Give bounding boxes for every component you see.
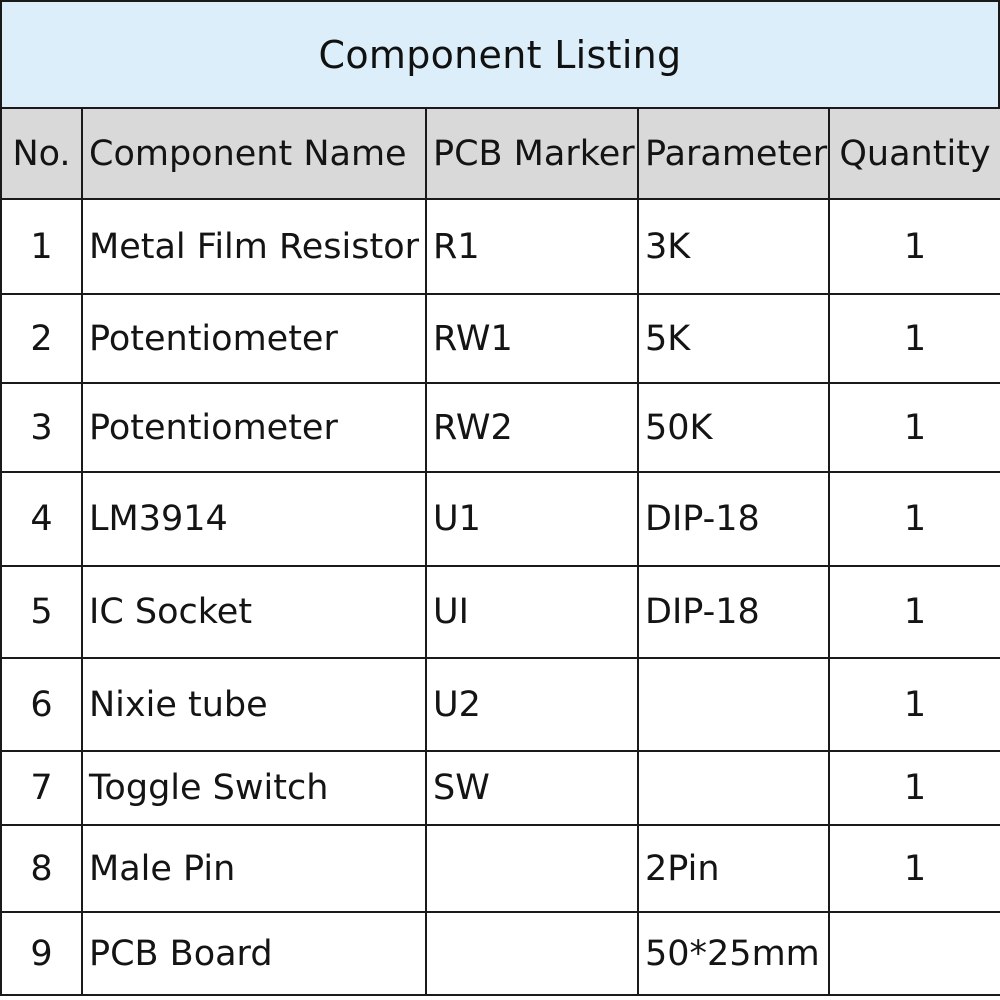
cell-quantity <box>828 911 1000 996</box>
cell-component-name: Male Pin <box>81 824 427 913</box>
cell-pcb-marker <box>425 824 639 913</box>
table-row: 9 PCB Board 50*25mm <box>0 911 1000 996</box>
cell-no: 3 <box>0 382 83 473</box>
cell-parameter: 5K <box>637 293 830 384</box>
column-header-parameter: Parameter <box>637 107 830 200</box>
cell-pcb-marker <box>425 911 639 996</box>
cell-quantity: 1 <box>828 824 1000 913</box>
cell-quantity: 1 <box>828 198 1000 295</box>
cell-no: 9 <box>0 911 83 996</box>
cell-parameter: DIP-18 <box>637 471 830 567</box>
column-header-quantity: Quantity <box>828 107 1000 200</box>
cell-pcb-marker: SW <box>425 750 639 826</box>
cell-no: 8 <box>0 824 83 913</box>
column-header-no: No. <box>0 107 83 200</box>
table-row: 6 Nixie tube U2 1 <box>0 657 1000 752</box>
cell-component-name: Nixie tube <box>81 657 427 752</box>
cell-parameter <box>637 657 830 752</box>
cell-parameter: 50K <box>637 382 830 473</box>
cell-component-name: IC Socket <box>81 565 427 659</box>
cell-component-name: Toggle Switch <box>81 750 427 826</box>
cell-component-name: PCB Board <box>81 911 427 996</box>
cell-component-name: Potentiometer <box>81 382 427 473</box>
cell-pcb-marker: U2 <box>425 657 639 752</box>
cell-component-name: Metal Film Resistor <box>81 198 427 295</box>
cell-quantity: 1 <box>828 657 1000 752</box>
table-row: 5 IC Socket UI DIP-18 1 <box>0 565 1000 659</box>
cell-no: 5 <box>0 565 83 659</box>
cell-pcb-marker: R1 <box>425 198 639 295</box>
column-header-pcb-marker: PCB Marker <box>425 107 639 200</box>
cell-parameter: DIP-18 <box>637 565 830 659</box>
cell-component-name: LM3914 <box>81 471 427 567</box>
cell-no: 6 <box>0 657 83 752</box>
cell-no: 4 <box>0 471 83 567</box>
cell-parameter: 3K <box>637 198 830 295</box>
table-row: 7 Toggle Switch SW 1 <box>0 750 1000 826</box>
cell-no: 1 <box>0 198 83 295</box>
cell-quantity: 1 <box>828 382 1000 473</box>
component-table: No. Component Name PCB Marker Parameter … <box>0 107 1000 996</box>
cell-quantity: 1 <box>828 750 1000 826</box>
table-row: 3 Potentiometer RW2 50K 1 <box>0 382 1000 473</box>
table-row: 1 Metal Film Resistor R1 3K 1 <box>0 198 1000 295</box>
table-row: 8 Male Pin 2Pin 1 <box>0 824 1000 913</box>
cell-pcb-marker: RW1 <box>425 293 639 384</box>
table-row: 2 Potentiometer RW1 5K 1 <box>0 293 1000 384</box>
cell-parameter: 50*25mm <box>637 911 830 996</box>
cell-parameter <box>637 750 830 826</box>
cell-pcb-marker: U1 <box>425 471 639 567</box>
column-header-component-name: Component Name <box>81 107 427 200</box>
table-title: Component Listing <box>318 32 682 77</box>
cell-no: 2 <box>0 293 83 384</box>
cell-pcb-marker: UI <box>425 565 639 659</box>
title-bar: Component Listing <box>0 0 1000 107</box>
cell-pcb-marker: RW2 <box>425 382 639 473</box>
header-row: No. Component Name PCB Marker Parameter … <box>0 107 1000 200</box>
cell-parameter: 2Pin <box>637 824 830 913</box>
cell-component-name: Potentiometer <box>81 293 427 384</box>
table-row: 4 LM3914 U1 DIP-18 1 <box>0 471 1000 567</box>
cell-quantity: 1 <box>828 293 1000 384</box>
cell-no: 7 <box>0 750 83 826</box>
cell-quantity: 1 <box>828 565 1000 659</box>
cell-quantity: 1 <box>828 471 1000 567</box>
